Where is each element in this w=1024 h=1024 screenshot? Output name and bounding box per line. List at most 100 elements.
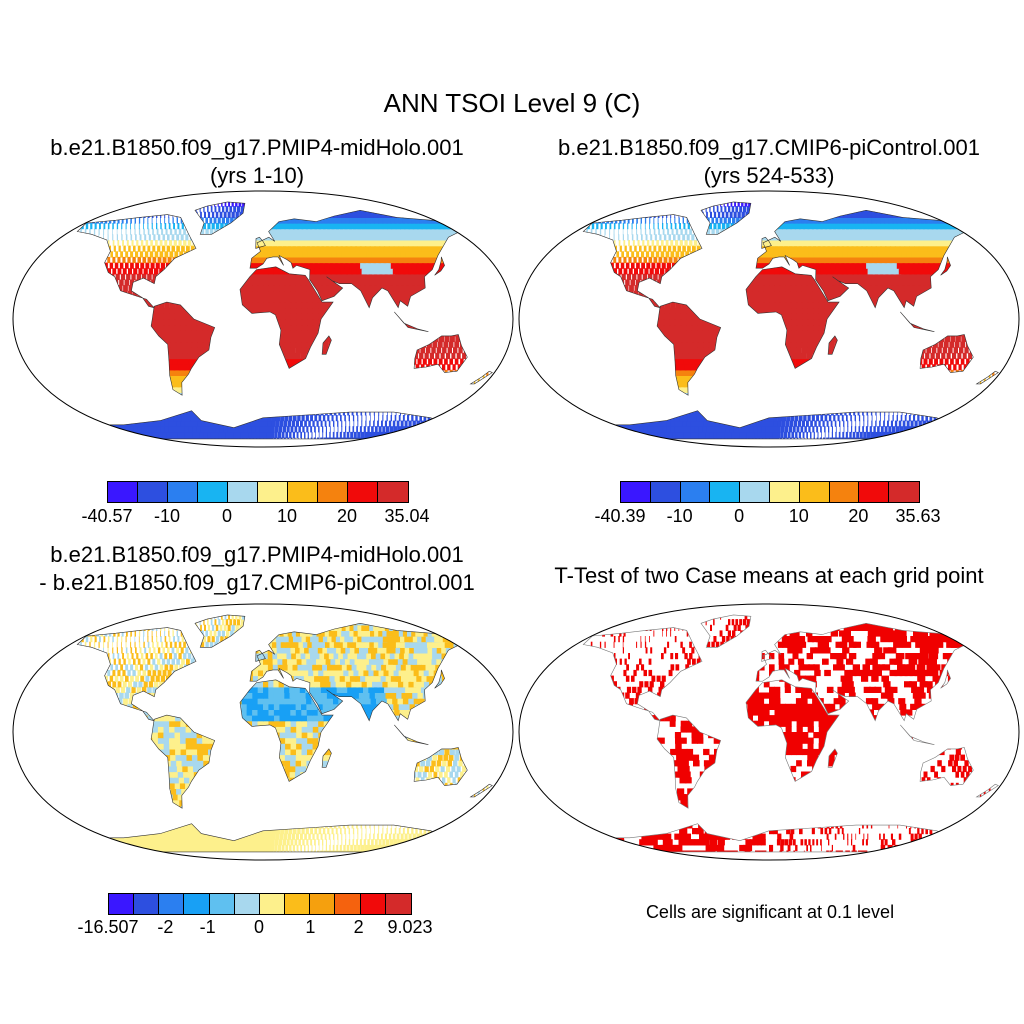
colorbar-swatch [109,894,135,914]
coastline-southAmerica [150,301,216,396]
colorbar-tick-label: 35.63 [895,506,941,526]
coastline-southAmerica [150,714,216,809]
case1-title: b.e21.B1850.f09_g17.PMIP4-midHolo.001 (y… [0,134,514,190]
coastline-australia [919,747,974,786]
ttest-map [518,603,1020,861]
coastline-japan [940,669,951,689]
coastline-eurasia [755,622,967,722]
coastline-southAmerica [656,301,722,396]
coastline-nz [975,783,999,798]
colorbar-swatch [740,482,770,502]
coastline-madagascar [827,748,838,768]
coastline-madagascar [827,335,838,355]
coastline-uk [255,649,266,662]
coastline-greenland [194,614,246,648]
colorbar-swatch [288,482,318,502]
coastline-eurasia [249,622,461,722]
coastline-japan [434,256,445,276]
diff-title-line1: b.e21.B1850.f09_g17.PMIP4-midHolo.001 [50,542,464,567]
coastline-indonesia [900,311,935,332]
colorbar-swatch [769,482,800,502]
colorbar-swatch [184,894,210,914]
colorbar-tick-label: 20 [336,506,358,526]
coastline-nz [975,370,999,385]
colorbar-swatch [228,482,258,502]
coastline-northAmerica [582,214,703,309]
case1-colorbar-labels: -40.57 -10 0 10 20 35.04 [81,506,429,530]
diff-title: b.e21.B1850.f09_g17.PMIP4-midHolo.001 - … [0,541,514,597]
coastline-greenland [194,201,246,235]
colorbar-swatch [258,482,288,502]
case1-title-line2: (yrs 1-10) [209,163,305,188]
colorbar-swatch [310,894,336,914]
colorbar-tick-label: -2 [157,917,174,937]
coastline-indonesia [394,311,429,332]
coastline-nz [469,783,493,798]
colorbar-swatch [710,482,741,502]
colorbar-tick-label: 9.023 [387,917,433,937]
colorbar-swatch [198,482,228,502]
map-frame [12,190,514,448]
colorbar-swatch [799,482,830,502]
coastline-northAmerica [582,627,703,722]
colorbar-swatch [108,482,138,502]
colorbar-tick-label: -10 [153,506,181,526]
colorbar-tick-label: 0 [253,917,265,937]
map-frame [518,603,1020,861]
colorbar-swatch [385,894,411,914]
colorbar-swatch [259,894,286,914]
colorbar-swatch [138,482,168,502]
colorbar-tick-label: 35.04 [384,506,430,526]
coastline-japan [940,256,951,276]
colorbar-tick-label: 1 [305,917,316,937]
colorbar-swatch [209,894,235,914]
coastline-uk [761,236,772,249]
colorbar-tick-label: -16.507 [77,917,139,937]
colorbar-swatch [134,894,160,914]
coastline-greenland [700,201,752,235]
colorbar-tick-label: 10 [788,506,809,526]
map-frame [518,190,1020,448]
map-frame [12,603,514,861]
coastline-africa [239,679,334,782]
coastline-africa [745,679,840,782]
diff-colorbar [108,893,412,915]
colorbar-swatch [680,482,711,502]
colorbar-swatch [234,894,260,914]
coastline-australia [413,334,468,373]
colorbar-tick-label: 0 [734,506,745,526]
coastline-africa [239,266,334,369]
colorbar-swatch [285,894,311,914]
coastline-australia [413,747,468,786]
coastline-uk [255,236,266,249]
colorbar-swatch [621,482,651,502]
coastline-northAmerica [76,214,197,309]
diff-colorbar-labels: -16.507 -2 -1 0 1 2 9.023 [77,917,432,941]
ttest-title: T-Test of two Case means at each grid po… [554,563,984,588]
colorbar-tick-label: 10 [276,506,298,526]
coastline-greenland [700,614,752,648]
colorbar-swatch [889,482,919,502]
coastline-nz [469,370,493,385]
case1-title-line1: b.e21.B1850.f09_g17.PMIP4-midHolo.001 [50,135,464,160]
colorbar-swatch [335,894,361,914]
case2-colorbar [620,481,920,503]
coastline-japan [434,669,445,689]
coastline-uk [761,649,772,662]
diff-map [12,603,514,861]
figure-title: ANN TSOI Level 9 (C) [383,88,641,118]
case2-title: b.e21.B1850.f09_g17.CMIP6-piControl.001 … [514,134,1024,190]
colorbar-tick-label: -10 [666,506,693,526]
colorbar-tick-label: -40.57 [81,506,133,526]
colorbar-swatch [650,482,681,502]
case2-title-line2: (yrs 524-533) [703,163,835,188]
colorbar-swatch [829,482,860,502]
coastline-southAmerica [656,714,722,809]
coastline-madagascar [321,335,332,355]
coastline-australia [919,334,974,373]
significance-note: Cells are significant at 0.1 level [645,902,895,922]
colorbar-tick-label: 2 [353,917,364,937]
colorbar-swatch [318,482,348,502]
colorbar-tick-label: 20 [848,506,869,526]
case2-colorbar-labels: -40.39 -10 0 10 20 35.63 [594,506,940,530]
